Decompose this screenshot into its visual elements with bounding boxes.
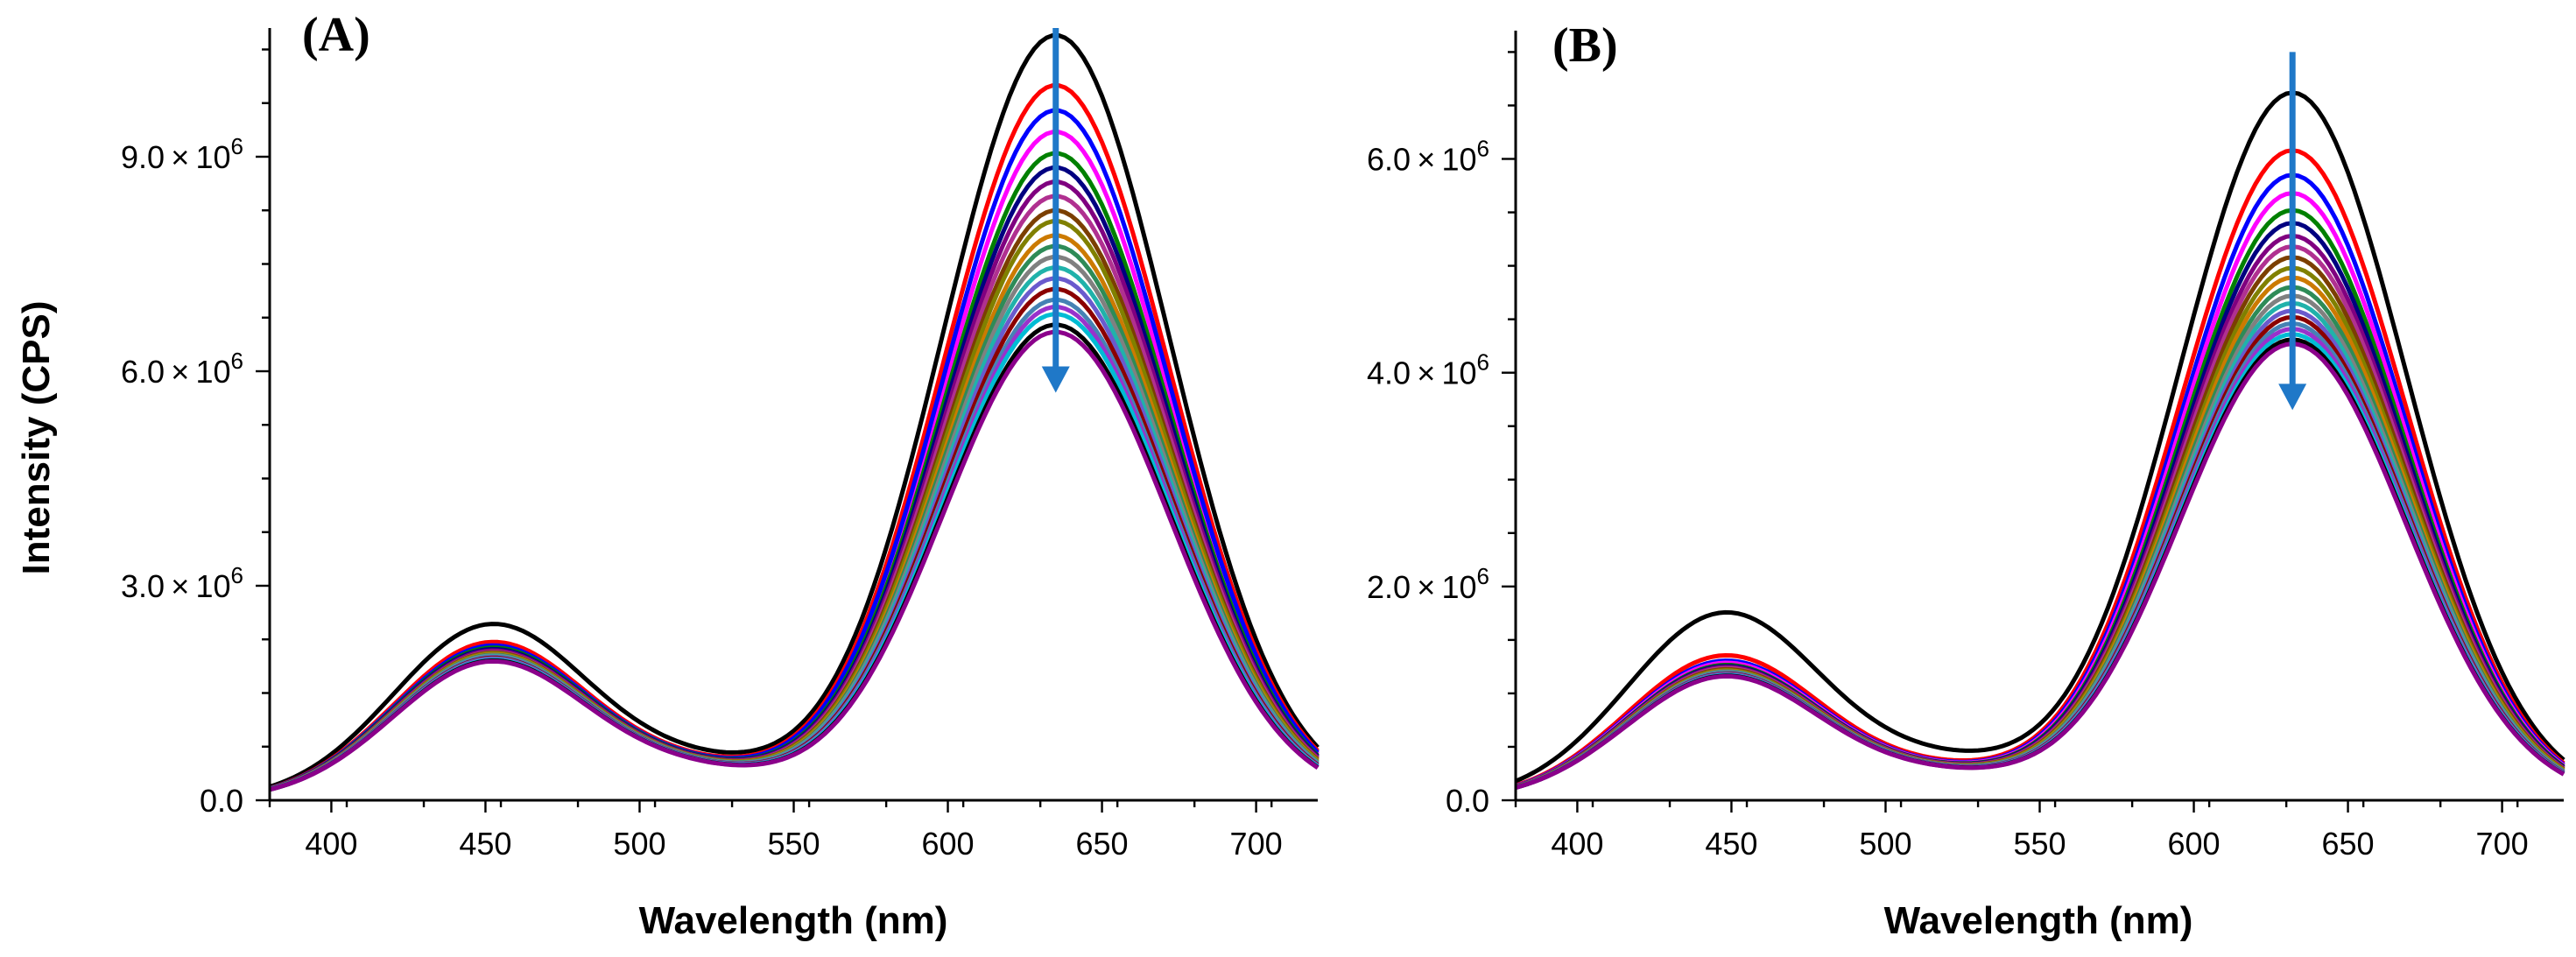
series-line-s12 bbox=[1515, 285, 2565, 790]
series-line-s11 bbox=[269, 233, 1320, 792]
panel-b-chart: (B) 400 450 500 550 600 650 700 0.0 2.0 × 106 4.… bbox=[1367, 18, 2565, 942]
x-tick-label: 550 bbox=[767, 826, 820, 862]
panel-b-x-axis-title: Wavelength (nm) bbox=[1884, 899, 2193, 942]
x-tick-label: 500 bbox=[613, 826, 665, 862]
panel-b-decrease-arrow bbox=[2278, 52, 2307, 411]
series-line-s1 bbox=[269, 33, 1320, 789]
panel-a-x-axis-title: Wavelength (nm) bbox=[639, 899, 948, 942]
x-tick-label: 650 bbox=[1076, 826, 1129, 862]
panel-a-curves bbox=[269, 33, 1320, 792]
x-tick-label: 650 bbox=[2322, 826, 2375, 862]
y-tick-label: 9.0 × 106 bbox=[121, 133, 243, 175]
series-line-s16 bbox=[1515, 314, 2565, 790]
arrow-head bbox=[2278, 384, 2307, 411]
x-tick-label: 500 bbox=[1859, 826, 1911, 862]
panel-a-decrease-arrow bbox=[1041, 28, 1070, 393]
panel-a-y-ticks: 0.0 3.0 × 106 6.0 × 106 9.0 × 106 bbox=[121, 48, 270, 819]
x-tick-label: 400 bbox=[1551, 826, 1603, 862]
y-tick-label: 6.0 × 106 bbox=[1367, 136, 1489, 178]
x-tick-label: 700 bbox=[1230, 826, 1283, 862]
series-line-s11 bbox=[1515, 275, 2565, 790]
x-tick-label: 450 bbox=[459, 826, 511, 862]
y-tick-label: 0.0 bbox=[1446, 783, 1489, 819]
arrow-head bbox=[1041, 366, 1070, 393]
x-tick-label: 450 bbox=[1705, 826, 1757, 862]
series-line-s1 bbox=[1514, 90, 2565, 784]
x-tick-label: 700 bbox=[2476, 826, 2529, 862]
series-line-s18 bbox=[1515, 327, 2565, 790]
series-line-s21 bbox=[269, 329, 1320, 792]
y-tick-label: 6.0 × 106 bbox=[121, 348, 243, 390]
panel-label-a: (A) bbox=[302, 8, 370, 62]
y-axis-title: Intensity (CPS) bbox=[15, 301, 58, 575]
y-tick-label: 3.0 × 106 bbox=[121, 562, 243, 604]
series-line-s17 bbox=[1515, 321, 2565, 790]
panel-b-x-ticks: 400 450 500 550 600 650 700 bbox=[1514, 800, 2529, 862]
x-tick-label: 400 bbox=[305, 826, 357, 862]
y-tick-label: 2.0 × 106 bbox=[1367, 563, 1489, 605]
panel-label-b: (B) bbox=[1552, 18, 1618, 73]
series-line-s21 bbox=[1515, 341, 2565, 791]
panel-a-x-ticks: 400 450 500 550 600 650 700 bbox=[268, 800, 1283, 862]
x-tick-label: 600 bbox=[921, 826, 974, 862]
panel-b-curves bbox=[1514, 90, 2565, 791]
y-tick-label: 0.0 bbox=[200, 783, 243, 819]
y-tick-label: 4.0 × 106 bbox=[1367, 349, 1489, 391]
panel-b-y-ticks: 0.0 2.0 × 106 4.0 × 106 6.0 × 106 bbox=[1367, 51, 1516, 819]
x-tick-label: 600 bbox=[2167, 826, 2220, 862]
panel-a-chart: (A) 400 450 500 550 600 650 700 0.0 3.0 × 106 6.… bbox=[121, 8, 1320, 942]
x-tick-label: 550 bbox=[2013, 826, 2066, 862]
